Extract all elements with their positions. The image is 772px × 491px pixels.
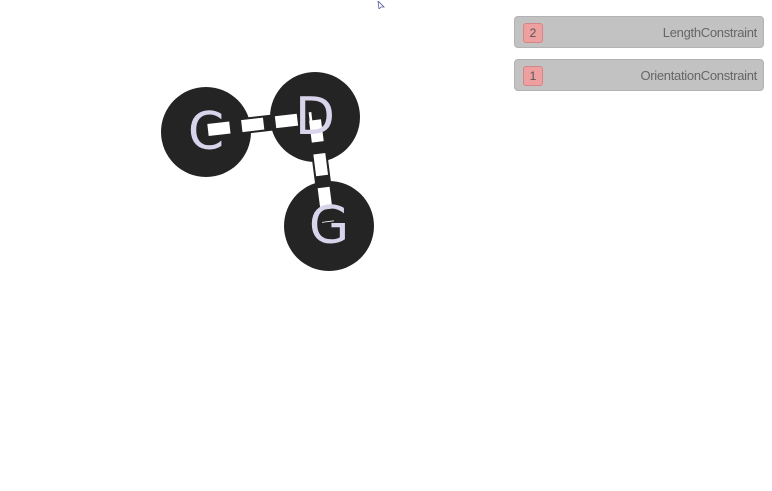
node-d[interactable] bbox=[270, 72, 360, 162]
pointer-cursor-icon bbox=[377, 0, 385, 10]
constraint-count-badge: 1 bbox=[523, 66, 543, 86]
constraint-label: LengthConstraint bbox=[662, 25, 758, 40]
constraint-count-badge: 2 bbox=[523, 23, 543, 43]
constraint-label: OrientationConstraint bbox=[640, 68, 757, 83]
edge-dash-layer bbox=[207, 112, 334, 223]
node-circle bbox=[161, 87, 251, 177]
node-c[interactable] bbox=[161, 87, 251, 177]
node-label: C bbox=[188, 102, 224, 162]
node-label: G bbox=[309, 196, 349, 256]
constraint-item-length[interactable]: 2 LengthConstraint bbox=[514, 16, 764, 48]
node-circle bbox=[284, 181, 374, 271]
nodes-layer bbox=[161, 72, 374, 271]
node-g[interactable] bbox=[284, 181, 374, 271]
constraint-item-orientation[interactable]: 1 OrientationConstraint bbox=[514, 59, 764, 91]
constraints-panel: 2 LengthConstraint 1 OrientationConstrai… bbox=[514, 16, 764, 102]
node-label: D bbox=[295, 87, 335, 147]
node-circle bbox=[270, 72, 360, 162]
edge-dash-c-d bbox=[207, 112, 313, 136]
edge-dash-d-g bbox=[309, 119, 334, 223]
